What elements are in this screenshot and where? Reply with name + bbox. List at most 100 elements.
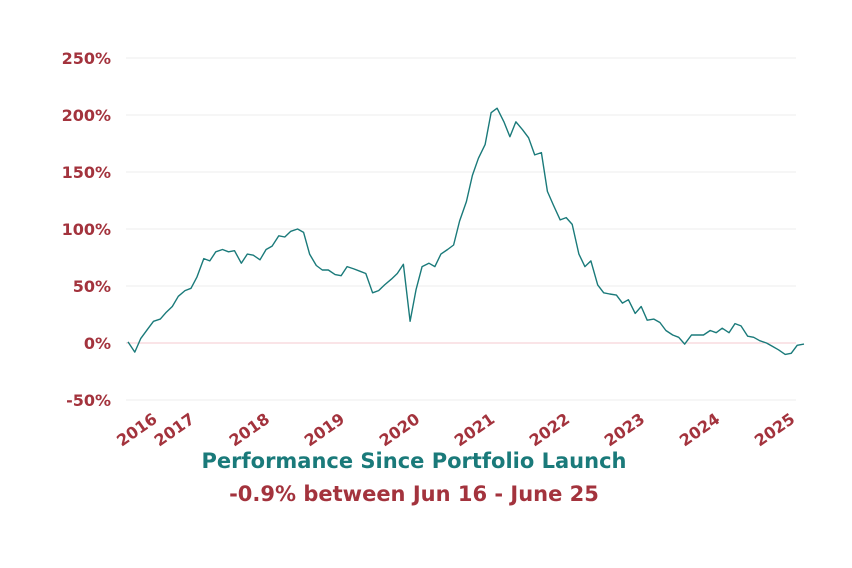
data-point [766,342,767,343]
data-point [528,137,529,138]
data-point [372,292,373,293]
data-point [178,296,179,297]
series-line-0 [127,107,805,356]
data-point [710,330,711,331]
data-point [659,322,660,323]
data-point [253,255,254,256]
data-point [453,244,454,245]
data-point [578,254,579,255]
data-point [203,258,204,259]
data-point [665,330,666,331]
x-tick-label: 2016 [113,409,160,450]
x-tick-label: 2020 [376,409,423,450]
x-tick-label: 2025 [751,409,798,450]
data-point [747,336,748,337]
data-point [491,112,492,113]
x-tick-label: 2018 [226,409,273,450]
data-point [485,144,486,145]
y-tick-label: 200% [62,106,111,125]
data-point [447,249,448,250]
data-point [397,273,398,274]
data-point [740,325,741,326]
data-point [785,354,786,355]
data-point [716,332,717,333]
data-point [184,290,185,291]
data-point [628,299,629,300]
data-point [391,279,392,280]
chart-subtitle: -0.9% between Jun 16 - June 25 [229,482,599,506]
data-point [597,284,598,285]
data-point [753,337,754,338]
data-point [403,264,404,265]
data-point [127,341,128,342]
data-point [328,269,329,270]
data-point [384,284,385,285]
data-point [365,273,366,274]
data-point [147,329,148,330]
data-point [734,323,735,324]
x-tick-label: 2019 [301,409,348,450]
data-point [410,321,411,322]
data-point [684,344,685,345]
data-point [353,268,354,269]
data-point [472,175,473,176]
x-tick-label: 2024 [676,409,723,450]
x-tick-label: 2017 [151,409,198,450]
data-point [603,292,604,293]
data-point [322,269,323,270]
data-point [160,319,161,320]
data-point [259,259,260,260]
y-tick-label: 0% [84,334,111,353]
data-point [190,288,191,289]
chart-title: Performance Since Portfolio Launch [201,449,627,473]
data-point [209,260,210,261]
data-point [759,340,760,341]
data-point [422,266,423,267]
data-point [791,353,792,354]
y-tick-label: -50% [66,391,111,410]
data-point [560,219,561,220]
data-point [478,158,479,159]
data-point [278,235,279,236]
data-point [653,319,654,320]
data-point [803,344,804,345]
data-point [703,334,704,335]
data-point [153,321,154,322]
y-tick-label: 150% [62,163,111,182]
data-point [434,266,435,267]
y-tick-label: 250% [62,49,111,68]
data-point [541,152,542,153]
data-point [140,338,141,339]
data-point [572,224,573,225]
data-point [503,121,504,122]
data-point [609,293,610,294]
data-point [509,136,510,137]
data-point [797,345,798,346]
x-tick-label: 2021 [451,409,498,450]
data-point [522,129,523,130]
data-point [697,334,698,335]
data-point [172,306,173,307]
data-point [440,254,441,255]
data-point [228,251,229,252]
data-point [622,303,623,304]
data-point [722,328,723,329]
data-point [166,312,167,313]
data-point [234,250,235,251]
data-point [284,236,285,237]
data-point [359,271,360,272]
data-point [222,249,223,250]
data-point [647,320,648,321]
data-point [497,108,498,109]
data-point [778,349,779,350]
data-point [691,334,692,335]
data-point [728,332,729,333]
data-point [290,231,291,232]
y-axis-tick-labels: -50% 0% 50% 100% 150% 200% 250% [62,49,111,410]
x-tick-label: 2022 [526,409,573,450]
data-point [196,276,197,277]
data-point [641,306,642,307]
data-point [341,275,342,276]
data-point [378,290,379,291]
